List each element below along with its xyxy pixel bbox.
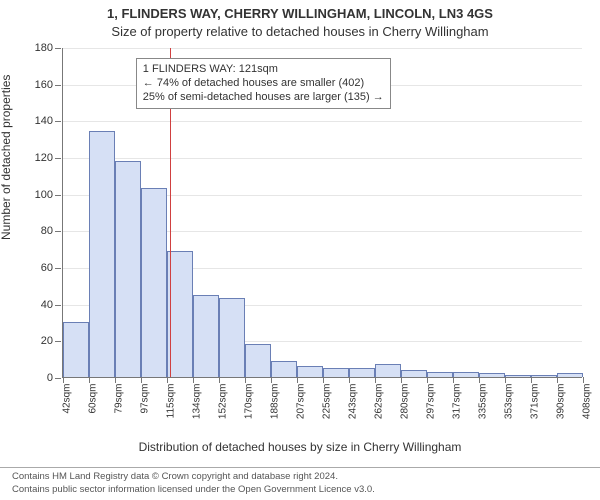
histogram-bar	[219, 298, 245, 377]
x-tick-label: 115sqm	[166, 384, 177, 419]
annotation-line1: 1 FLINDERS WAY: 121sqm	[143, 62, 384, 76]
chart-title-line2: Size of property relative to detached ho…	[0, 24, 600, 39]
x-tick	[219, 377, 220, 383]
annotation-line3: 25% of semi-detached houses are larger (…	[143, 90, 384, 104]
histogram-bar	[115, 161, 141, 377]
gridline	[63, 158, 582, 159]
x-tick	[115, 377, 116, 383]
y-tick	[55, 158, 61, 159]
y-tick-label: 40	[23, 299, 53, 311]
gridline	[63, 121, 582, 122]
x-tick-label: 335sqm	[478, 384, 489, 420]
histogram-bar	[349, 368, 375, 377]
x-tick-label: 42sqm	[62, 384, 73, 414]
histogram-bar	[193, 295, 219, 378]
histogram-bar	[323, 368, 349, 377]
x-tick-label: 207sqm	[296, 384, 307, 420]
y-tick	[55, 48, 61, 49]
y-tick-label: 0	[23, 372, 53, 384]
gridline	[63, 48, 582, 49]
x-tick-label: 60sqm	[88, 384, 99, 414]
histogram-bar	[505, 375, 531, 377]
x-tick	[479, 377, 480, 383]
x-tick	[245, 377, 246, 383]
x-tick	[453, 377, 454, 383]
x-tick-label: 371sqm	[530, 384, 541, 420]
histogram-bar	[401, 370, 427, 377]
x-tick-label: 79sqm	[114, 384, 125, 414]
footer-line2: Contains public sector information licen…	[12, 484, 588, 496]
histogram-bar	[297, 366, 323, 377]
y-axis-label: Number of detached properties	[0, 75, 13, 240]
histogram-bar	[427, 372, 453, 378]
y-tick-label: 180	[23, 42, 53, 54]
x-tick	[89, 377, 90, 383]
histogram-bar	[271, 361, 297, 378]
x-tick-label: 225sqm	[322, 384, 333, 420]
x-tick	[349, 377, 350, 383]
y-tick	[55, 195, 61, 196]
y-tick	[55, 268, 61, 269]
histogram-bar	[63, 322, 89, 377]
x-tick	[557, 377, 558, 383]
x-tick-label: 97sqm	[140, 384, 151, 414]
x-tick-label: 134sqm	[192, 384, 203, 420]
x-tick-label: 170sqm	[244, 384, 255, 420]
y-tick	[55, 85, 61, 86]
x-tick	[375, 377, 376, 383]
annotation-line2: ← 74% of detached houses are smaller (40…	[143, 76, 384, 90]
x-tick-label: 317sqm	[452, 384, 463, 420]
x-tick	[271, 377, 272, 383]
x-tick-label: 353sqm	[504, 384, 515, 420]
histogram-bar	[453, 372, 479, 378]
histogram-bar	[89, 131, 115, 377]
x-tick-label: 390sqm	[556, 384, 567, 420]
chart-title-line1: 1, FLINDERS WAY, CHERRY WILLINGHAM, LINC…	[0, 6, 600, 21]
y-tick-label: 120	[23, 152, 53, 164]
x-tick	[427, 377, 428, 383]
y-tick-label: 100	[23, 189, 53, 201]
plot-inner: 02040608010012014016018042sqm60sqm79sqm9…	[62, 48, 582, 378]
histogram-bar	[141, 188, 167, 377]
chart-container: 1, FLINDERS WAY, CHERRY WILLINGHAM, LINC…	[0, 0, 600, 500]
x-axis-label: Distribution of detached houses by size …	[0, 440, 600, 454]
x-tick	[583, 377, 584, 383]
x-tick-label: 280sqm	[400, 384, 411, 420]
x-tick	[63, 377, 64, 383]
x-tick	[323, 377, 324, 383]
y-tick	[55, 341, 61, 342]
y-tick-label: 60	[23, 262, 53, 274]
histogram-bar	[531, 375, 557, 377]
y-tick	[55, 305, 61, 306]
x-tick	[193, 377, 194, 383]
x-tick-label: 408sqm	[582, 384, 593, 420]
histogram-bar	[245, 344, 271, 377]
histogram-bar	[557, 373, 583, 377]
plot-area: 02040608010012014016018042sqm60sqm79sqm9…	[62, 48, 582, 378]
x-tick	[167, 377, 168, 383]
y-tick	[55, 378, 61, 379]
annotation-box: 1 FLINDERS WAY: 121sqm← 74% of detached …	[136, 58, 391, 109]
x-tick-label: 152sqm	[218, 384, 229, 420]
x-tick	[531, 377, 532, 383]
y-tick-label: 80	[23, 225, 53, 237]
y-tick-label: 20	[23, 335, 53, 347]
x-tick	[141, 377, 142, 383]
x-tick	[297, 377, 298, 383]
footer-line1: Contains HM Land Registry data © Crown c…	[12, 471, 588, 483]
x-tick	[401, 377, 402, 383]
histogram-bar	[375, 364, 401, 377]
histogram-bar	[479, 373, 505, 377]
y-tick	[55, 121, 61, 122]
x-tick-label: 297sqm	[426, 384, 437, 420]
y-tick-label: 140	[23, 115, 53, 127]
y-tick	[55, 231, 61, 232]
footer: Contains HM Land Registry data © Crown c…	[0, 467, 600, 496]
x-tick-label: 188sqm	[270, 384, 281, 420]
histogram-bar	[167, 251, 193, 378]
x-tick-label: 243sqm	[348, 384, 359, 420]
x-tick	[505, 377, 506, 383]
x-tick-label: 262sqm	[374, 384, 385, 420]
y-tick-label: 160	[23, 79, 53, 91]
